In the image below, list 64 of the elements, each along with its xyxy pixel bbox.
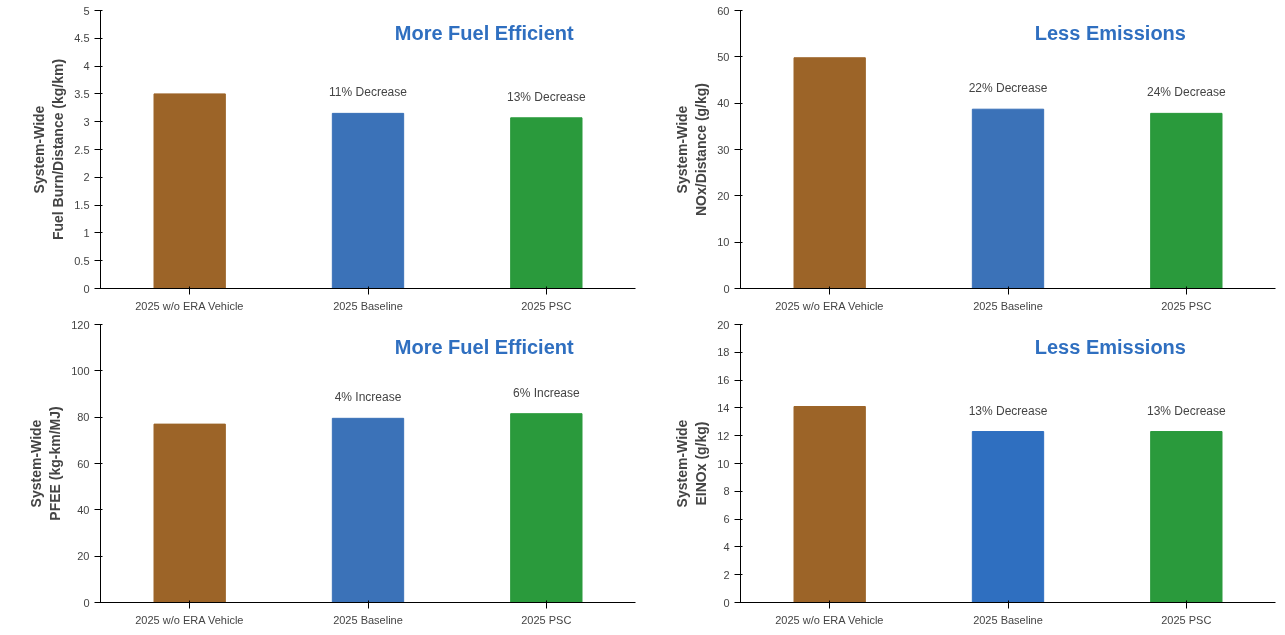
annotation: 22% Decrease [968, 81, 1048, 96]
y-tick-label: 30 [717, 143, 730, 156]
annotation: 13% Decrease [1146, 403, 1227, 418]
x-tick-label: 2025 PSC [521, 613, 572, 626]
y-tick-label: 2.5 [74, 143, 90, 156]
y-tick-label: 120 [71, 318, 90, 331]
y-tick-label: 0 [83, 596, 90, 609]
x-tick-label: 2025 PSC [521, 299, 572, 312]
x-tick-label: 2025 w/o ERA Vehicle [135, 299, 244, 312]
y-tick-label: 20 [717, 189, 730, 202]
y-tick-label: 2 [83, 171, 90, 184]
y-tick-label: 1 [83, 226, 90, 239]
x-tick-label: 2025 w/o ERA Vehicle [775, 299, 884, 312]
y-tick-label: 40 [77, 503, 90, 516]
y-tick-label: 0.5 [74, 254, 90, 267]
y-axis-title: System-Wide Fuel Burn/Distance (kg/km) [31, 58, 67, 241]
y-tick-label: 10 [717, 236, 730, 249]
x-tick-label: 2025 w/o ERA Vehicle [775, 613, 884, 626]
y-tick-label: 60 [77, 457, 90, 470]
y-tick-label: 3 [83, 115, 90, 128]
y-tick-label: 60 [717, 4, 730, 17]
y-tick-label: 0 [723, 282, 730, 295]
y-tick-label: 2 [723, 568, 730, 581]
y-tick-label: 80 [77, 411, 90, 424]
y-tick-label: 50 [717, 50, 730, 63]
y-tick-label: 100 [71, 364, 90, 377]
annotation: 24% Decrease [1146, 85, 1227, 100]
y-axis-title: System-Wide PFEE (kg-km/MJ) [27, 406, 64, 521]
annotation: 13% Decrease [506, 89, 587, 104]
annotation: 13% Decrease [968, 403, 1048, 418]
x-tick-label: 2025 PSC [1161, 613, 1212, 626]
x-tick-label: 2025 Baseline [973, 613, 1043, 626]
y-tick-label: 4 [723, 540, 730, 553]
y-tick-label: 14 [717, 401, 730, 414]
y-tick-label: 4.5 [74, 32, 90, 45]
annotation: Less Emissions [1034, 335, 1186, 358]
annotation: 4% Increase [334, 390, 402, 405]
y-tick-label: 0 [83, 282, 90, 295]
y-tick-label: 5 [83, 4, 90, 17]
y-tick-label: 3.5 [74, 87, 90, 100]
x-tick-label: 2025 Baseline [333, 299, 403, 312]
x-tick-label: 2025 w/o ERA Vehicle [135, 613, 244, 626]
y-tick-label: 6 [723, 513, 730, 526]
y-tick-label: 10 [717, 457, 730, 470]
y-axis-title: System-Wide EINOx (g/kg) [674, 419, 710, 508]
y-tick-label: 4 [83, 60, 90, 73]
x-tick-label: 2025 Baseline [333, 613, 403, 626]
annotation: More Fuel Efficient [394, 21, 574, 44]
y-tick-label: 1.5 [74, 199, 90, 212]
y-tick-label: 0 [723, 596, 730, 609]
y-tick-label: 20 [77, 550, 90, 563]
y-tick-label: 8 [723, 485, 730, 498]
y-tick-label: 16 [717, 374, 730, 387]
x-tick-label: 2025 PSC [1161, 299, 1212, 312]
annotation: 11% Decrease [329, 85, 408, 100]
y-axis-title: System-Wide NOx/Distance (g/kg) [674, 82, 710, 217]
annotation: Less Emissions [1034, 21, 1186, 44]
annotation: 6% Increase [512, 385, 581, 400]
y-tick-label: 12 [717, 429, 730, 442]
y-tick-label: 20 [717, 318, 730, 331]
y-tick-label: 40 [717, 97, 730, 110]
x-tick-label: 2025 Baseline [973, 299, 1043, 312]
y-tick-label: 18 [717, 346, 730, 359]
annotation: More Fuel Efficient [394, 335, 574, 358]
